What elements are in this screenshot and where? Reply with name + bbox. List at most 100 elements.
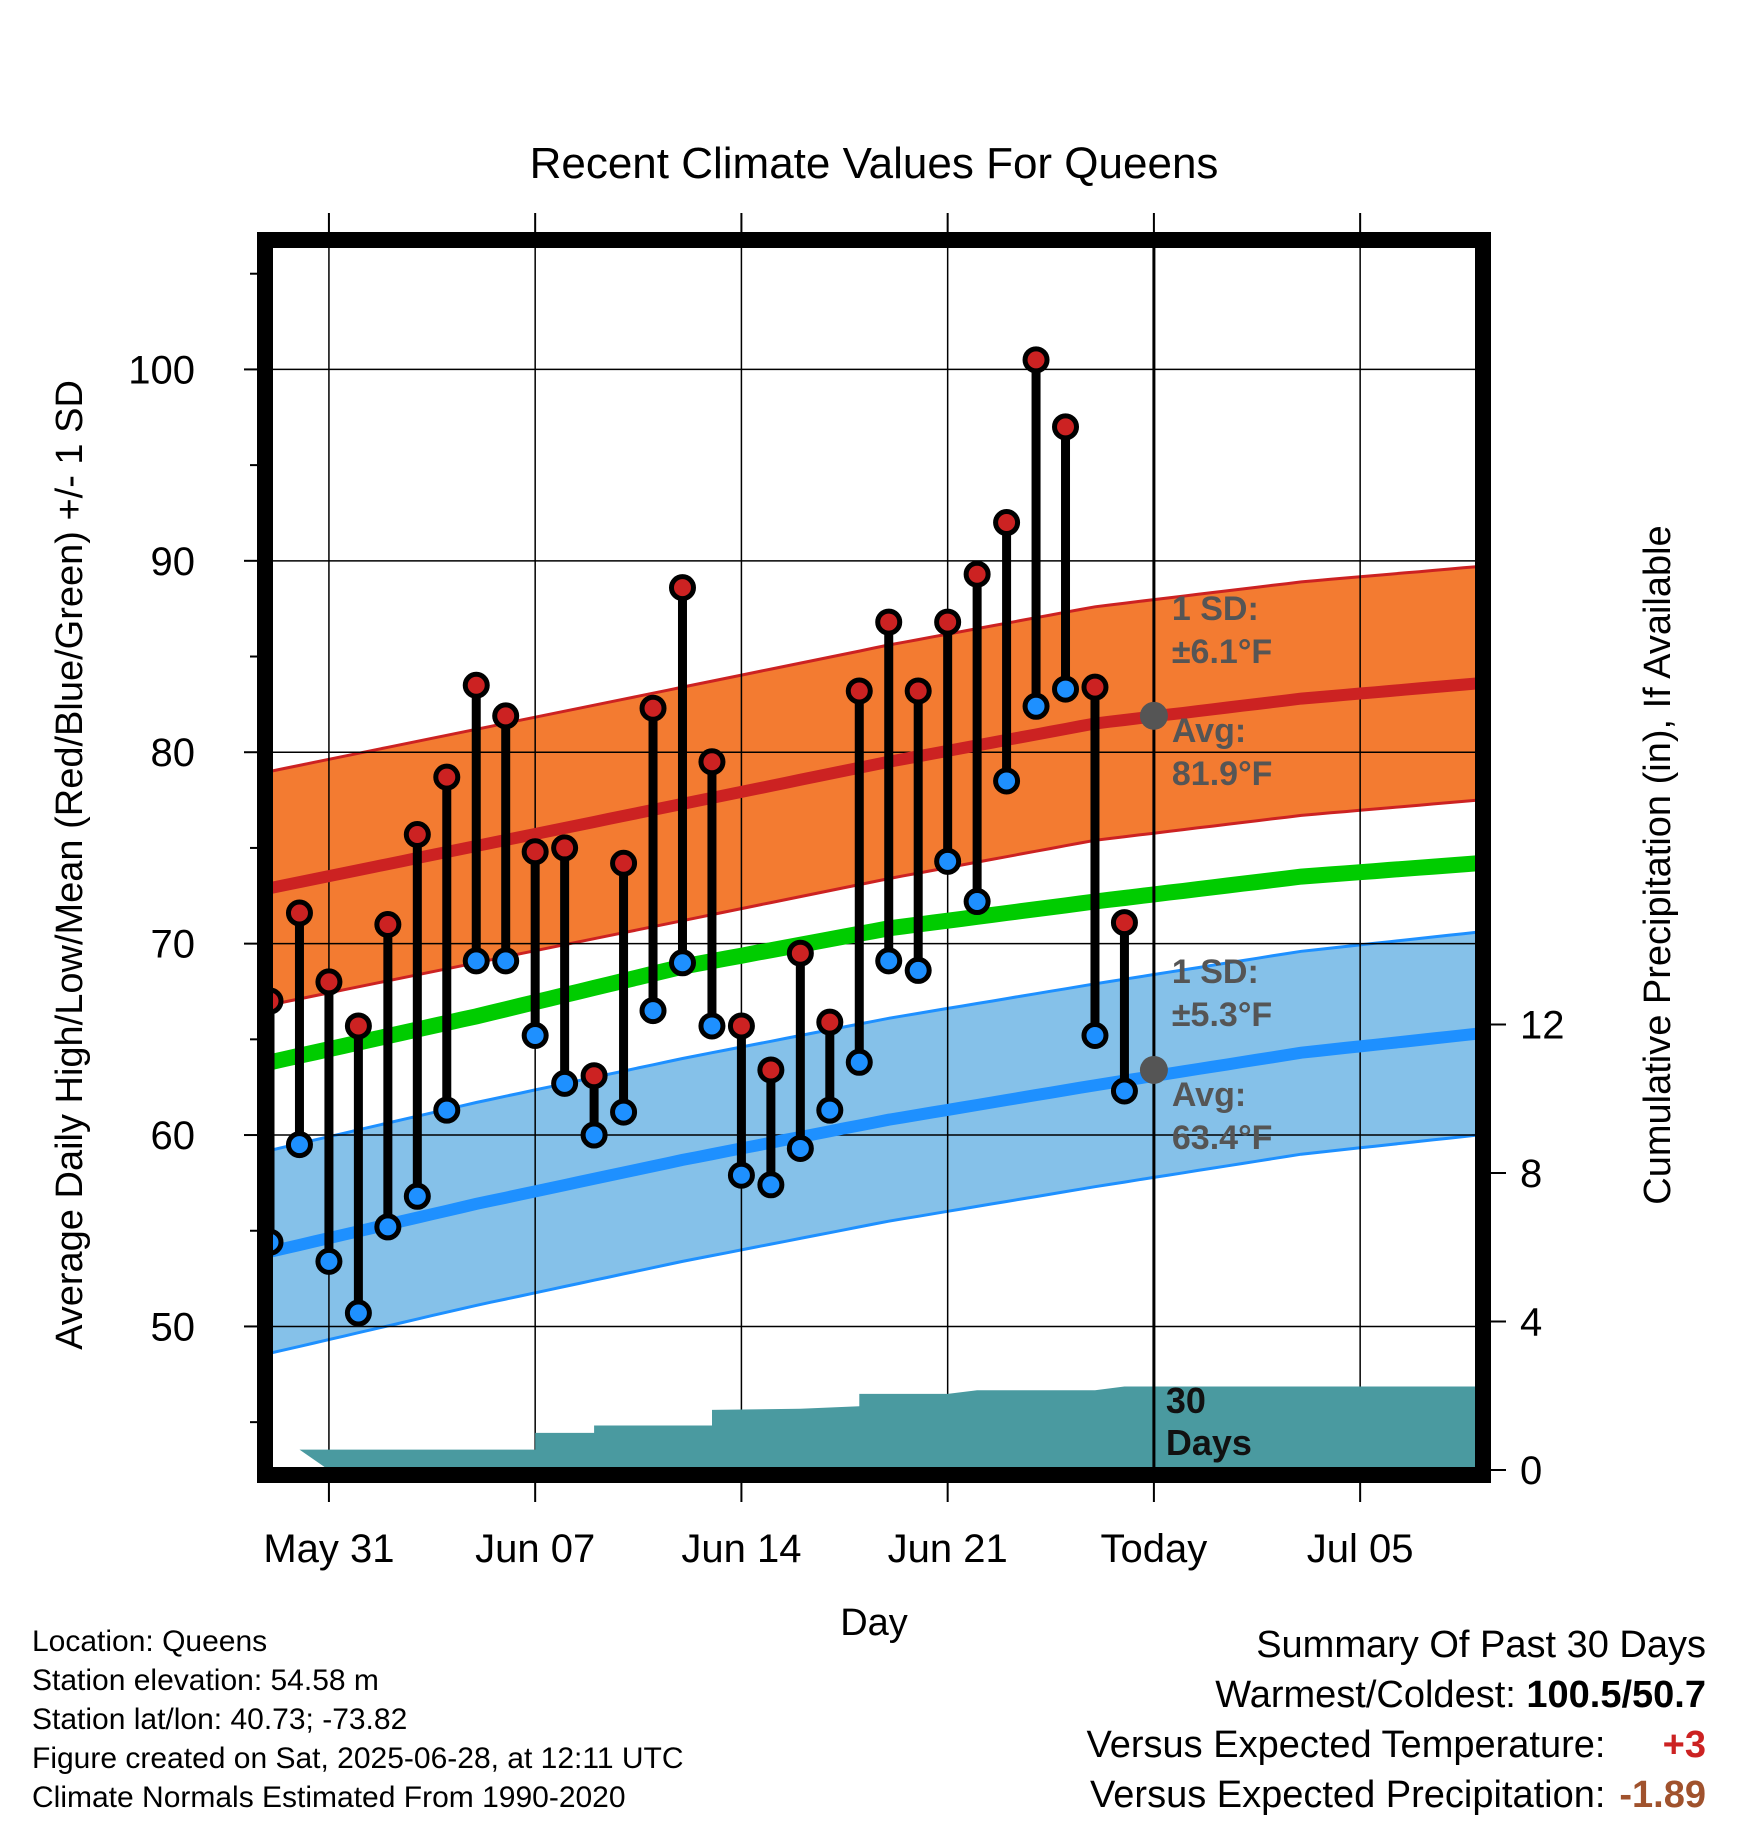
y-tick-label: 100	[128, 348, 195, 392]
low-sd-band	[270, 932, 1478, 1354]
daily-low-point	[551, 1069, 579, 1097]
daily-low-point	[698, 1012, 726, 1040]
temp-row: Versus Expected Temperature: +3	[1087, 1720, 1706, 1770]
daily-low-point	[462, 947, 490, 975]
y2-tick-label: 12	[1520, 1004, 1565, 1048]
y-tick-label: 60	[151, 1114, 196, 1158]
y-tick-label: 70	[151, 923, 196, 967]
x-tick-label: Jun 07	[475, 1527, 595, 1571]
daily-low-point	[492, 947, 520, 975]
daily-high-point	[580, 1062, 608, 1090]
daily-high-point	[875, 608, 903, 636]
daily-high-point	[433, 763, 461, 791]
warm-cold-row: Warmest/Coldest: 100.5/50.7	[1087, 1670, 1706, 1720]
daily-low-point	[639, 997, 667, 1025]
y-tick-label: 80	[151, 731, 196, 775]
x-axis-label: Day	[840, 1602, 908, 1644]
daily-high-point	[698, 748, 726, 776]
daily-low-point	[1110, 1077, 1138, 1105]
annotation-line: Avg:	[1172, 1076, 1246, 1114]
daily-high-point	[668, 574, 696, 602]
temp-value: +3	[1662, 1724, 1706, 1766]
chart-title: Recent Climate Values For Queens	[530, 139, 1219, 188]
annotation-line: ±5.3°F	[1172, 996, 1272, 1034]
daily-low-point	[934, 847, 962, 875]
temp-label: Versus Expected Temperature:	[1086, 1724, 1606, 1766]
daily-high-point	[610, 849, 638, 877]
daily-high-point	[934, 608, 962, 636]
daily-low-point	[1052, 675, 1080, 703]
daily-low-point	[727, 1161, 755, 1189]
x-tick-label: May 31	[263, 1527, 394, 1571]
daily-high-point	[462, 671, 490, 699]
daily-low-point	[315, 1247, 343, 1275]
daily-low-point	[374, 1213, 402, 1241]
daily-high-point	[315, 968, 343, 996]
y2-axis-label: Cumulative Precipitation (in), If Availa…	[1637, 525, 1679, 1204]
daily-high-point	[904, 677, 932, 705]
daily-low-point	[786, 1134, 814, 1162]
daily-high-point	[374, 910, 402, 938]
x-tick-label: Today	[1101, 1527, 1208, 1571]
daily-high-point	[993, 509, 1021, 537]
daily-high-point	[403, 821, 431, 849]
daily-low-point	[610, 1098, 638, 1126]
annotation-line: Avg:	[1172, 712, 1246, 750]
daily-low-point	[875, 947, 903, 975]
y2-tick-label: 8	[1520, 1152, 1542, 1196]
y-tick-label: 50	[151, 1305, 196, 1349]
mean-normal-line	[270, 855, 1478, 1071]
daily-high-point	[816, 1008, 844, 1036]
daily-high-point	[1110, 909, 1138, 937]
daily-low-point	[285, 1131, 313, 1159]
precip-days-label: Days	[1166, 1422, 1252, 1463]
high-band-upper-edge	[270, 565, 1478, 773]
plot-area: 1 SD: ±6.1°F Avg: 81.9°F 1 SD: ±5.3°F Avg: 63.4…	[270, 245, 1478, 1470]
location-text: Location: Queens	[32, 1625, 268, 1658]
daily-low-point	[963, 888, 991, 916]
daily-high-point	[285, 899, 313, 927]
high-normal-line	[270, 677, 1478, 894]
low-band-upper-edge	[270, 930, 1478, 1152]
y-axis-label: Average Daily High/Low/Mean (Red/Blue/Gr…	[49, 380, 91, 1350]
annotation-line: 81.9°F	[1172, 755, 1273, 793]
daily-low-point	[904, 956, 932, 984]
daily-low-point	[521, 1022, 549, 1050]
daily-low-point	[344, 1299, 372, 1327]
precip-row: Versus Expected Precipitation: -1.89	[1087, 1770, 1706, 1820]
daily-high-point	[963, 560, 991, 588]
daily-high-point	[551, 834, 579, 862]
elevation-text: Station elevation: 54.58 m	[32, 1664, 379, 1697]
warm-cold-label: Warmest/Coldest:	[1215, 1674, 1516, 1716]
today-low-avg-marker	[1139, 1055, 1168, 1084]
precip-value: -1.89	[1619, 1774, 1706, 1816]
today-high-avg-marker	[1139, 701, 1168, 730]
normals-text: Climate Normals Estimated From 1990-2020	[32, 1781, 626, 1814]
daily-low-point	[403, 1182, 431, 1210]
annotation-line: 1 SD:	[1172, 590, 1259, 628]
x-tick-label: Jul 05	[1307, 1527, 1414, 1571]
daily-high-point	[786, 939, 814, 967]
low-normal-line	[270, 1027, 1478, 1258]
daily-high-point	[639, 694, 667, 722]
daily-high-point	[1022, 346, 1050, 374]
daily-high-point	[521, 838, 549, 866]
daily-low-point	[668, 949, 696, 977]
daily-high-point	[492, 702, 520, 730]
daily-low-point	[757, 1171, 785, 1199]
daily-low-point	[993, 767, 1021, 795]
high-sd-band	[270, 566, 1478, 1005]
daily-low-point	[845, 1048, 873, 1076]
daily-high-point	[757, 1056, 785, 1084]
latlon-text: Station lat/lon: 40.73; -73.82	[32, 1703, 408, 1736]
station-info: Location: Queens Station elevation: 54.5…	[32, 1622, 684, 1817]
summary-panel: Summary Of Past 30 Days Warmest/Coldest:…	[1087, 1620, 1706, 1820]
daily-low-point	[1022, 692, 1050, 720]
x-tick-label: Jun 14	[681, 1527, 801, 1571]
low-band-lower-edge	[270, 1133, 1478, 1355]
axes: 50 60 70 80 90 100 0 4 8 12 May 31 Jun 07 Jun 14 Jun …	[128, 213, 1565, 1571]
precip-days-label: 30	[1166, 1380, 1206, 1421]
plot-inner: 1 SD: ±6.1°F Avg: 81.9°F 1 SD: ±5.3°F Avg: 63.4…	[270, 245, 1478, 1470]
annotation-line: 63.4°F	[1172, 1119, 1273, 1157]
